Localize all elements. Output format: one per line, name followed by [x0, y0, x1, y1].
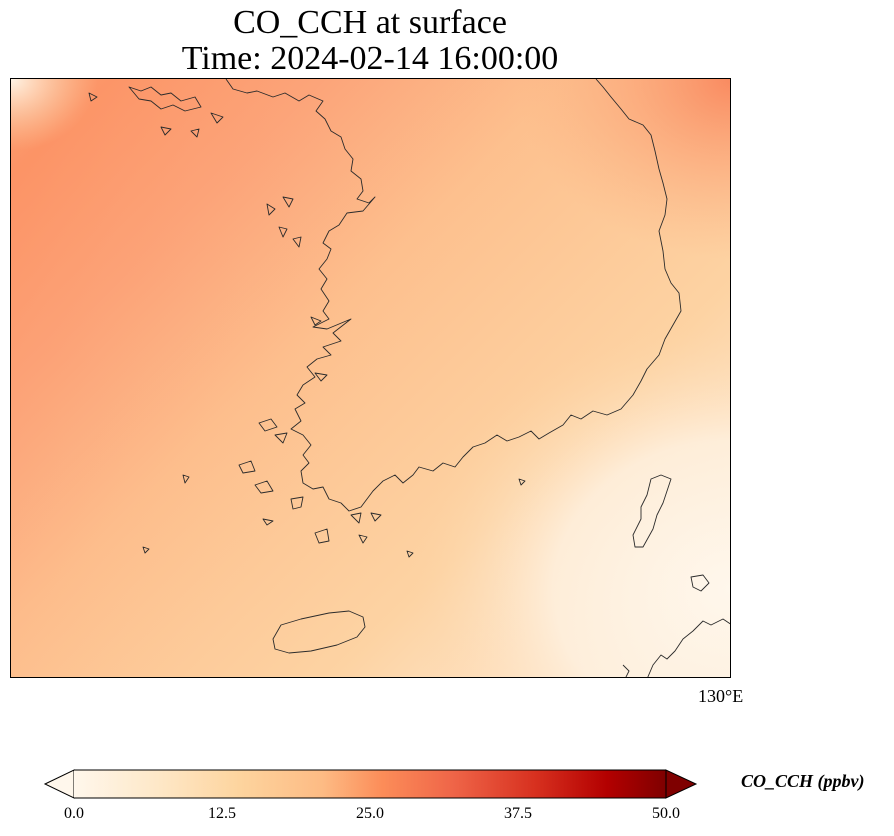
colorbar-tick-1: 12.5	[208, 805, 236, 822]
korean-peninsula-coastline	[225, 79, 682, 512]
map-panel	[10, 78, 731, 678]
map-time-subtitle: Time: 2024-02-14 16:00:00	[181, 40, 559, 77]
tsushima-island	[632, 474, 672, 548]
colorbar-extend-max	[665, 769, 698, 799]
colorbar-tick-4: 50.0	[652, 805, 680, 822]
colorbar-tick-2: 25.0	[356, 805, 384, 822]
longitude-tick-label: 130°E	[698, 686, 744, 706]
colorbar-extend-min	[43, 769, 75, 799]
colorbar-bar	[43, 769, 698, 799]
kyushu-coast	[622, 618, 730, 677]
north-islands	[88, 86, 224, 138]
colorbar	[40, 768, 700, 805]
concentration-low-northwest	[11, 79, 730, 677]
iki-island	[690, 574, 710, 592]
jeju-island	[272, 610, 366, 654]
colorbar-tick-0: 0.0	[64, 805, 84, 822]
map-canvas	[11, 79, 730, 677]
west-coast-islands	[266, 196, 328, 382]
southwest-islands	[142, 418, 526, 558]
colorbar-label: CO_CCH (ppbv)	[741, 771, 865, 791]
colorbar-gradient	[74, 770, 666, 798]
map-title: CO_CCH at surface	[233, 4, 507, 41]
colorbar-tick-3: 37.5	[504, 805, 532, 822]
